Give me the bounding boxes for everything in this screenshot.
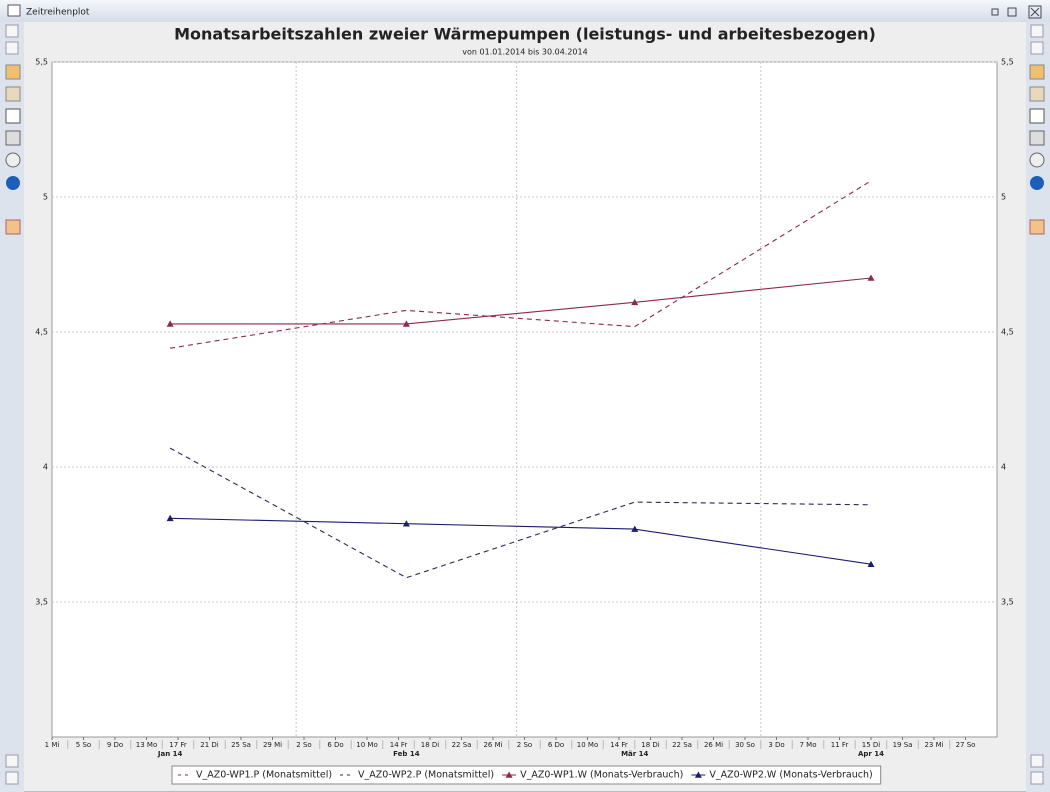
time-button[interactable] [5,152,21,168]
x-tick-label: 25 Sa [231,741,251,749]
zoom-out-button[interactable] [5,41,19,55]
zoom-in-button[interactable] [5,24,19,38]
minimize-button[interactable] [991,8,999,16]
month-label: Mär 14 [621,750,648,758]
x-tick-label: 23 Mi [924,741,943,749]
left-toolbar [0,22,24,792]
x-tick-label: 26 Mi [704,741,723,749]
x-tick-label: 27 So [956,741,976,749]
series-line [170,517,872,565]
table-button[interactable] [5,130,21,146]
x-tick-label: 1 Mi [45,741,60,749]
y-tick-label: 5,5 [35,58,48,67]
data-point [166,514,174,522]
data-point [867,274,875,281]
title-bar [0,0,1050,22]
maximize-button[interactable] [1007,7,1017,17]
series-line [169,447,872,579]
zoom-in-button[interactable] [5,754,19,768]
legend: V_AZ0-WP1.P (Monatsmittel) V_AZ0-WP2.P (M… [171,765,882,785]
y-tick-label: 3,5 [35,598,48,607]
info-button[interactable] [6,176,20,190]
x-tick-label: 2 So [296,741,311,749]
text-button[interactable] [1029,108,1045,124]
chart-title: Monatsarbeitszahlen zweier Wärmepumpen (… [174,25,876,44]
tool-button[interactable] [1029,64,1045,80]
right-toolbar [1026,22,1050,792]
tool-button[interactable] [5,86,21,102]
tool-button[interactable] [5,64,21,80]
hand-button[interactable] [5,219,21,235]
x-tick-label: 10 Mo [356,741,377,749]
legend-label[interactable]: V_AZ0-WP2.P (Monatsmittel) [358,770,494,781]
hand-button[interactable] [1029,219,1045,235]
window-title: Zeitreihenplot [26,8,90,18]
tool-button[interactable] [1029,86,1045,102]
series-line [170,180,872,349]
window-controls[interactable] [991,5,1042,19]
x-tick-label: 9 Do [107,741,123,749]
close-button[interactable] [1028,5,1042,19]
x-tick-label: 26 Mi [483,741,502,749]
y-tick-label: 3,5 [1001,598,1014,607]
zoom-in-button[interactable] [1030,754,1044,768]
x-tick-label: 6 Do [327,741,343,749]
legend-marker [505,771,513,778]
x-tick-label: 6 Do [548,741,564,749]
zoom-out-button[interactable] [5,771,19,785]
info-button[interactable] [1030,176,1044,190]
y-tick-label: 4,5 [1001,328,1014,337]
zoom-in-button[interactable] [1030,24,1044,38]
x-tick-label: 14 Fr [390,741,408,749]
data-point [867,560,875,567]
plot-area [51,61,998,738]
y-tick-label: 4 [1001,463,1006,472]
x-tick-label: 21 Di [200,741,219,749]
legend-label[interactable]: V_AZ0-WP1.W (Monats-Verbrauch) [520,770,683,781]
x-tick-label: 3 Do [768,741,784,749]
zoom-out-button[interactable] [1030,771,1044,785]
data-point [166,320,174,327]
y-tick-label: 4 [43,463,48,472]
x-tick-label: 5 So [76,741,91,749]
month-label: Feb 14 [393,750,420,758]
x-tick-label: 30 So [735,741,755,749]
data-point [631,525,639,532]
x-tick-label: 7 Mo [799,741,816,749]
month-label: Apr 14 [858,750,884,758]
x-tick-label: 18 Di [421,741,440,749]
window-icon [7,4,21,17]
legend-marker [694,771,702,778]
y-tick-label: 5,5 [1001,58,1014,67]
x-tick-label: 10 Mo [577,741,598,749]
text-button[interactable] [5,108,21,124]
x-tick-label: 11 Fr [831,741,849,749]
legend-label[interactable]: V_AZ0-WP1.P (Monatsmittel) [196,770,332,781]
x-tick-label: 2 So [517,741,532,749]
data-point [631,298,639,306]
y-tick-label: 5 [43,193,48,202]
x-tick-label: 14 Fr [610,741,628,749]
data-point [402,520,410,527]
month-label: Jan 14 [157,750,183,758]
x-tick-label: 22 Sa [672,741,692,749]
y-tick-label: 4,5 [35,328,48,337]
x-tick-label: 15 Di [862,741,881,749]
x-tick-label: 17 Fr [169,741,187,749]
zoom-out-button[interactable] [1030,41,1044,55]
table-button[interactable] [1029,130,1045,146]
x-tick-label: 22 Sa [452,741,472,749]
time-button[interactable] [1029,152,1045,168]
x-tick-label: 19 Sa [893,741,913,749]
x-tick-label: 18 Di [641,741,660,749]
series-line [170,277,872,325]
data-point [402,320,410,327]
x-tick-label: 13 Mo [136,741,157,749]
legend-label[interactable]: V_AZ0-WP2.W (Monats-Verbrauch) [709,770,872,781]
legend-frame [171,765,882,785]
y-tick-label: 5 [1001,193,1006,202]
chart-subtitle: von 01.01.2014 bis 30.04.2014 [462,48,587,57]
x-tick-label: 29 Mi [263,741,282,749]
